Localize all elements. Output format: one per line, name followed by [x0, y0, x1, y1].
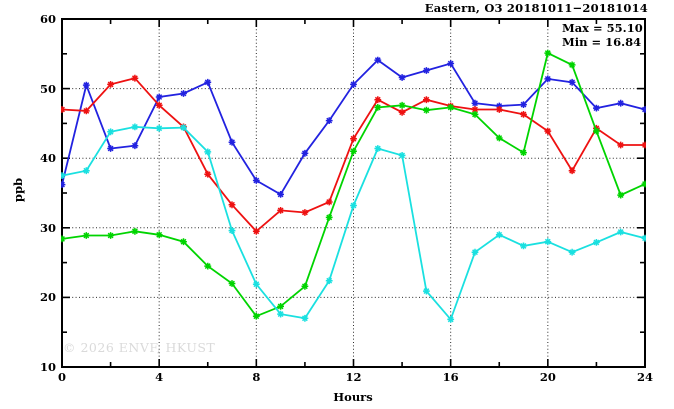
x-tick-label: 24 [636, 370, 653, 384]
x-tick-label: 16 [442, 370, 459, 384]
x-tick-label: 4 [155, 370, 164, 384]
max-min-annotation: Max = 55.10 Min = 16.84 [562, 21, 643, 49]
y-tick-label: 60 [39, 12, 56, 26]
y-axis-label: ppb [11, 177, 25, 203]
x-tick-label: 12 [345, 370, 362, 384]
x-tick-label: 0 [57, 370, 66, 384]
y-tick-label: 40 [39, 151, 56, 166]
x-tick-label: 20 [539, 370, 556, 384]
y-tick-label: 20 [39, 290, 56, 305]
watermark: © 2026 ENVF, HKUST [63, 340, 216, 355]
y-tick-label: 50 [39, 81, 56, 96]
x-tick-label: 8 [252, 370, 261, 384]
y-tick-label: 30 [39, 220, 56, 235]
chart-title: Eastern, O3 20181011−20181014 [424, 1, 648, 15]
min-value-label: Min = 16.84 [562, 35, 642, 49]
max-value-label: Max = 55.10 [562, 21, 643, 35]
y-tick-label: 10 [39, 360, 56, 374]
x-axis-label: Hours [333, 390, 373, 404]
